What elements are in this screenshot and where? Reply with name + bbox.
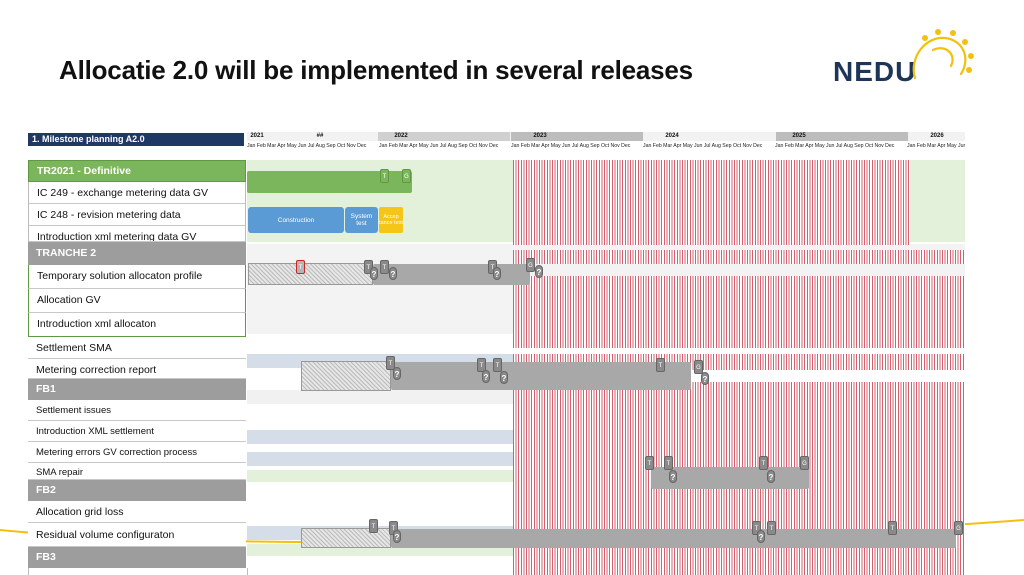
section-tr2021[interactable]: TR2021 - Definitive xyxy=(28,160,246,182)
milestone-t[interactable]: T xyxy=(759,456,768,470)
year-label: 2026 xyxy=(930,133,944,139)
year-label: 2022 xyxy=(394,133,408,139)
milestone-g[interactable]: G xyxy=(402,169,411,183)
section-fb3[interactable]: FB3 xyxy=(28,547,246,568)
year-label: 2024 xyxy=(665,133,679,139)
row-metering-errors[interactable]: Metering errors GV correction process xyxy=(28,442,246,463)
milestone-question[interactable]: ? xyxy=(669,470,677,483)
months-2021: Jan Feb Mar Apr May Jun Jul Aug Sep Oct … xyxy=(247,143,367,149)
row-temp-solution[interactable]: Temporary solution allocaton profile xyxy=(28,265,246,289)
year-label: 2023 xyxy=(533,133,547,139)
panel-header: 1. Milestone planning A2.0 xyxy=(28,133,244,146)
row-xml-allocation[interactable]: Introduction xml allocaton xyxy=(28,313,246,337)
hatch-region-3 xyxy=(513,276,965,348)
year-shade-2023 xyxy=(511,132,643,141)
milestone-question[interactable]: ? xyxy=(701,372,709,385)
year-label: 2021 xyxy=(250,133,264,139)
row-xml-settlement[interactable]: Introduction XML settlement xyxy=(28,421,246,442)
row-residual-volume[interactable]: Residual volume configuraton xyxy=(28,523,246,547)
milestone-question[interactable]: ? xyxy=(535,265,543,278)
year-shade-2022 xyxy=(378,132,510,141)
page-title: Allocatie 2.0 will be implemented in sev… xyxy=(59,55,693,85)
milestone-t[interactable]: T xyxy=(493,358,502,372)
year-label: 2025 xyxy=(792,133,806,139)
milestone-question[interactable]: ? xyxy=(370,267,378,280)
row-allocation-grid-loss[interactable]: Allocation grid loss xyxy=(28,501,246,523)
hatch-region-2 xyxy=(513,250,965,264)
milestone-question[interactable]: ? xyxy=(500,371,508,384)
system-test-box[interactable]: System test xyxy=(345,207,378,233)
milestone-t[interactable]: T xyxy=(477,358,486,372)
milestone-question[interactable]: ? xyxy=(393,367,401,380)
fb1-dotted-bar[interactable] xyxy=(301,361,391,391)
milestone-t[interactable]: T xyxy=(369,519,378,533)
milestone-t[interactable]: T xyxy=(767,521,776,535)
tranche2-dotted-bar[interactable] xyxy=(248,263,373,285)
row-settlement-sma[interactable]: Settlement SMA xyxy=(28,337,246,359)
milestone-g[interactable]: G xyxy=(954,521,963,535)
milestone-question[interactable]: ? xyxy=(389,267,397,280)
milestone-t[interactable]: T xyxy=(645,456,654,470)
year-label: ## xyxy=(316,133,324,139)
months-2023: Jan Feb Mar Apr May Jun Jul Aug Sep Oct … xyxy=(511,143,631,149)
milestone-question[interactable]: ? xyxy=(767,470,775,483)
section-fb2[interactable]: FB2 xyxy=(28,480,246,501)
row-allocation-gv[interactable]: Allocation GV xyxy=(28,289,246,313)
milestone-g[interactable]: G xyxy=(694,360,703,374)
milestone-t[interactable]: T xyxy=(380,169,389,183)
milestone-g[interactable]: G xyxy=(526,258,535,272)
nedu-logo: NEDU xyxy=(833,56,917,87)
fb1-bar[interactable] xyxy=(391,362,691,390)
fb3-bar[interactable] xyxy=(391,529,956,548)
milestone-question[interactable]: ? xyxy=(482,370,490,383)
milestone-t[interactable]: T xyxy=(656,358,665,372)
section-tranche2[interactable]: TRANCHE 2 xyxy=(28,242,246,265)
months-2025: Jan Feb Mar Apr May Jun Jul Aug Sep Oct … xyxy=(775,143,895,149)
sunburst-logo-icon xyxy=(912,29,974,80)
year-shade-2025 xyxy=(776,132,908,141)
acceptance-test-box[interactable]: Accep tance test xyxy=(379,207,403,233)
row-settlement-issues[interactable]: Settlement issues xyxy=(28,400,246,421)
fb3-dotted-bar[interactable] xyxy=(301,528,391,548)
row-metering-correction[interactable]: Metering correction report xyxy=(28,359,246,379)
section-fb1[interactable]: FB1 xyxy=(28,379,246,400)
row-blank xyxy=(28,568,248,575)
hatch-region-1 xyxy=(513,160,910,245)
tr2021-bar[interactable] xyxy=(247,171,412,193)
milestone-t[interactable]: T xyxy=(752,521,761,535)
construction-box[interactable]: Construction xyxy=(248,207,344,233)
milestone-t[interactable]: T xyxy=(386,356,395,370)
milestone-t[interactable]: T xyxy=(888,521,897,535)
milestone-question[interactable]: ? xyxy=(757,530,765,543)
months-2024: Jan Feb Mar Apr May Jun Jul Aug Sep Oct … xyxy=(643,143,763,149)
row-xml-gv[interactable]: Introduction xml metering data GV xyxy=(28,226,246,242)
row-ic248[interactable]: IC 248 - revision metering data xyxy=(28,204,246,226)
months-2022: Jan Feb Mar Apr May Jun Jul Aug Sep Oct … xyxy=(379,143,499,149)
milestone-question[interactable]: ? xyxy=(493,267,501,280)
milestone-question[interactable]: ? xyxy=(393,530,401,543)
milestone-t-red[interactable]: T xyxy=(296,260,305,274)
months-2026: Jan Feb Mar Apr May Jun Jul Aug Sep Oct … xyxy=(907,143,965,149)
row-ic249[interactable]: IC 249 - exchange metering data GV xyxy=(28,182,246,204)
milestone-g[interactable]: G xyxy=(800,456,809,470)
milestone-t[interactable]: T xyxy=(380,260,389,274)
milestone-t[interactable]: T xyxy=(664,456,673,470)
row-sma-repair[interactable]: SMA repair xyxy=(28,463,246,480)
